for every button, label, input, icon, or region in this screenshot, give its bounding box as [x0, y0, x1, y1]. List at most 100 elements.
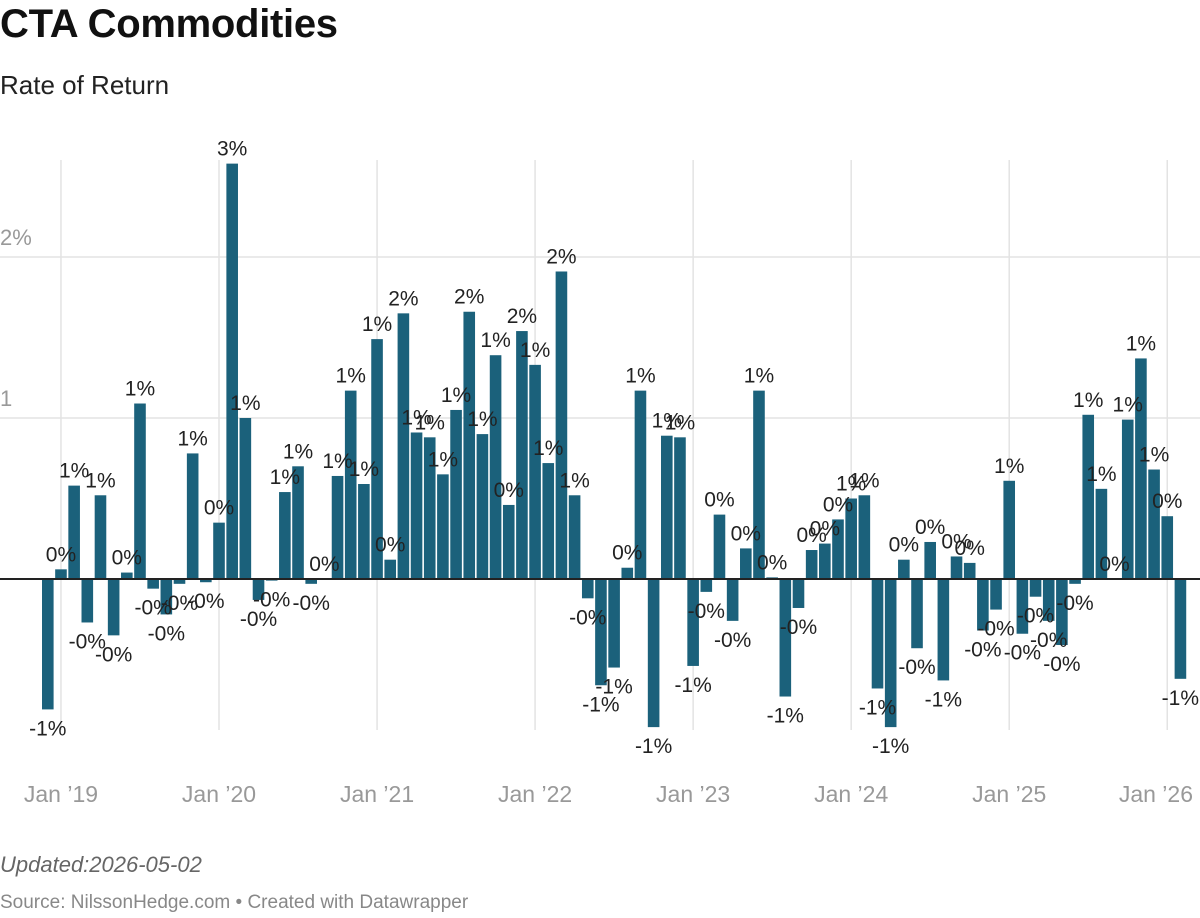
data-label: 1%	[283, 440, 313, 463]
bar	[1029, 579, 1042, 597]
data-label: 1%	[665, 411, 695, 434]
data-label: 2%	[454, 286, 484, 309]
x-tick-label: Jan ’22	[498, 781, 572, 807]
data-label: -1%	[859, 696, 896, 719]
bar	[68, 485, 80, 579]
data-label: -0%	[240, 608, 277, 631]
source-line: Source: NilssonHedge.com • Created with …	[0, 892, 468, 914]
bar	[94, 495, 107, 579]
bar	[555, 271, 568, 579]
data-label: 0%	[810, 518, 840, 541]
data-label: 1%	[59, 460, 89, 483]
data-label: 0%	[1099, 553, 1129, 576]
bar-chart: 12% -1%0%1%-0%1%-0%0%1%-0%-0%-0%1%-0%0%3…	[0, 138, 1200, 807]
bar	[884, 579, 897, 728]
bar	[779, 579, 792, 697]
data-label: -0%	[69, 630, 106, 653]
data-label: 1%	[559, 469, 589, 492]
bar	[173, 579, 186, 584]
bar	[147, 579, 159, 589]
data-label: 1%	[1139, 444, 1169, 467]
data-label: 0%	[757, 551, 787, 574]
data-label: -0%	[134, 597, 171, 620]
y-tick-label: 2%	[0, 225, 32, 250]
chart-title: CTA Commodities	[0, 2, 338, 46]
data-label: -0%	[964, 639, 1001, 662]
bar	[1069, 579, 1081, 584]
bar	[674, 437, 686, 579]
data-label: -0%	[1004, 642, 1041, 665]
data-label: 1%	[652, 410, 682, 433]
bar	[805, 550, 818, 579]
data-label: 1%	[533, 437, 563, 460]
y-axis-ticks: 1 2%	[0, 225, 32, 411]
data-label: 1%	[1126, 332, 1156, 355]
bar	[647, 579, 660, 728]
data-label: -1%	[635, 735, 672, 758]
x-tick-label: Jan ’26	[1119, 781, 1193, 807]
data-label: 3%	[217, 138, 247, 161]
data-label: 1%	[85, 469, 115, 492]
bar	[384, 559, 397, 579]
data-label: 0%	[955, 537, 985, 560]
data-label: -0%	[1017, 605, 1054, 628]
data-label: 1%	[480, 329, 510, 352]
bars	[42, 163, 1187, 728]
bar	[740, 548, 752, 579]
data-label: -1%	[1162, 687, 1199, 710]
data-label: -0%	[569, 606, 606, 629]
data-label: 0%	[796, 524, 826, 547]
bar	[1056, 579, 1068, 646]
bar	[200, 579, 212, 583]
data-label: 1%	[415, 411, 445, 434]
data-label: 1%	[177, 427, 207, 450]
bar	[186, 453, 199, 579]
gridlines	[0, 160, 1200, 730]
bar	[331, 475, 344, 579]
data-label: 0%	[204, 497, 234, 520]
bar	[226, 163, 238, 579]
bar	[832, 519, 844, 579]
bar	[344, 390, 357, 579]
data-label: -0%	[293, 592, 330, 615]
bar	[819, 543, 831, 579]
bar	[621, 567, 634, 579]
data-label: 0%	[46, 543, 76, 566]
bar	[463, 311, 476, 579]
bar	[977, 579, 989, 631]
data-label: -0%	[187, 590, 224, 613]
bar	[502, 504, 515, 579]
bar	[55, 569, 67, 579]
data-label: 1%	[401, 406, 431, 429]
data-label: 1%	[362, 313, 392, 336]
x-tick-label: Jan ’20	[182, 781, 256, 807]
bar	[358, 484, 370, 579]
bar	[990, 579, 1002, 610]
bar	[726, 579, 739, 621]
bar	[753, 390, 765, 579]
data-label: 1%	[270, 466, 300, 489]
bar	[121, 572, 133, 579]
bar	[1003, 480, 1016, 579]
data-label: -0%	[1056, 592, 1093, 615]
data-label: 2%	[546, 245, 576, 268]
bar	[963, 562, 976, 579]
bar	[81, 579, 94, 623]
bar	[568, 495, 581, 579]
bar	[529, 364, 541, 579]
data-label: 1%	[230, 392, 260, 415]
data-label: -1%	[674, 674, 711, 697]
bar	[608, 579, 620, 668]
bar	[871, 579, 884, 689]
bar	[1042, 579, 1055, 621]
bar	[371, 339, 383, 579]
source-label: Source:	[0, 892, 66, 913]
data-label: 0%	[941, 530, 971, 553]
data-label: 0%	[889, 534, 919, 557]
data-label: -1%	[29, 717, 66, 740]
data-label: -0%	[977, 618, 1014, 641]
data-label: -0%	[688, 600, 725, 623]
separator: •	[235, 892, 243, 913]
data-label: 0%	[731, 522, 761, 545]
bar	[1148, 469, 1160, 579]
